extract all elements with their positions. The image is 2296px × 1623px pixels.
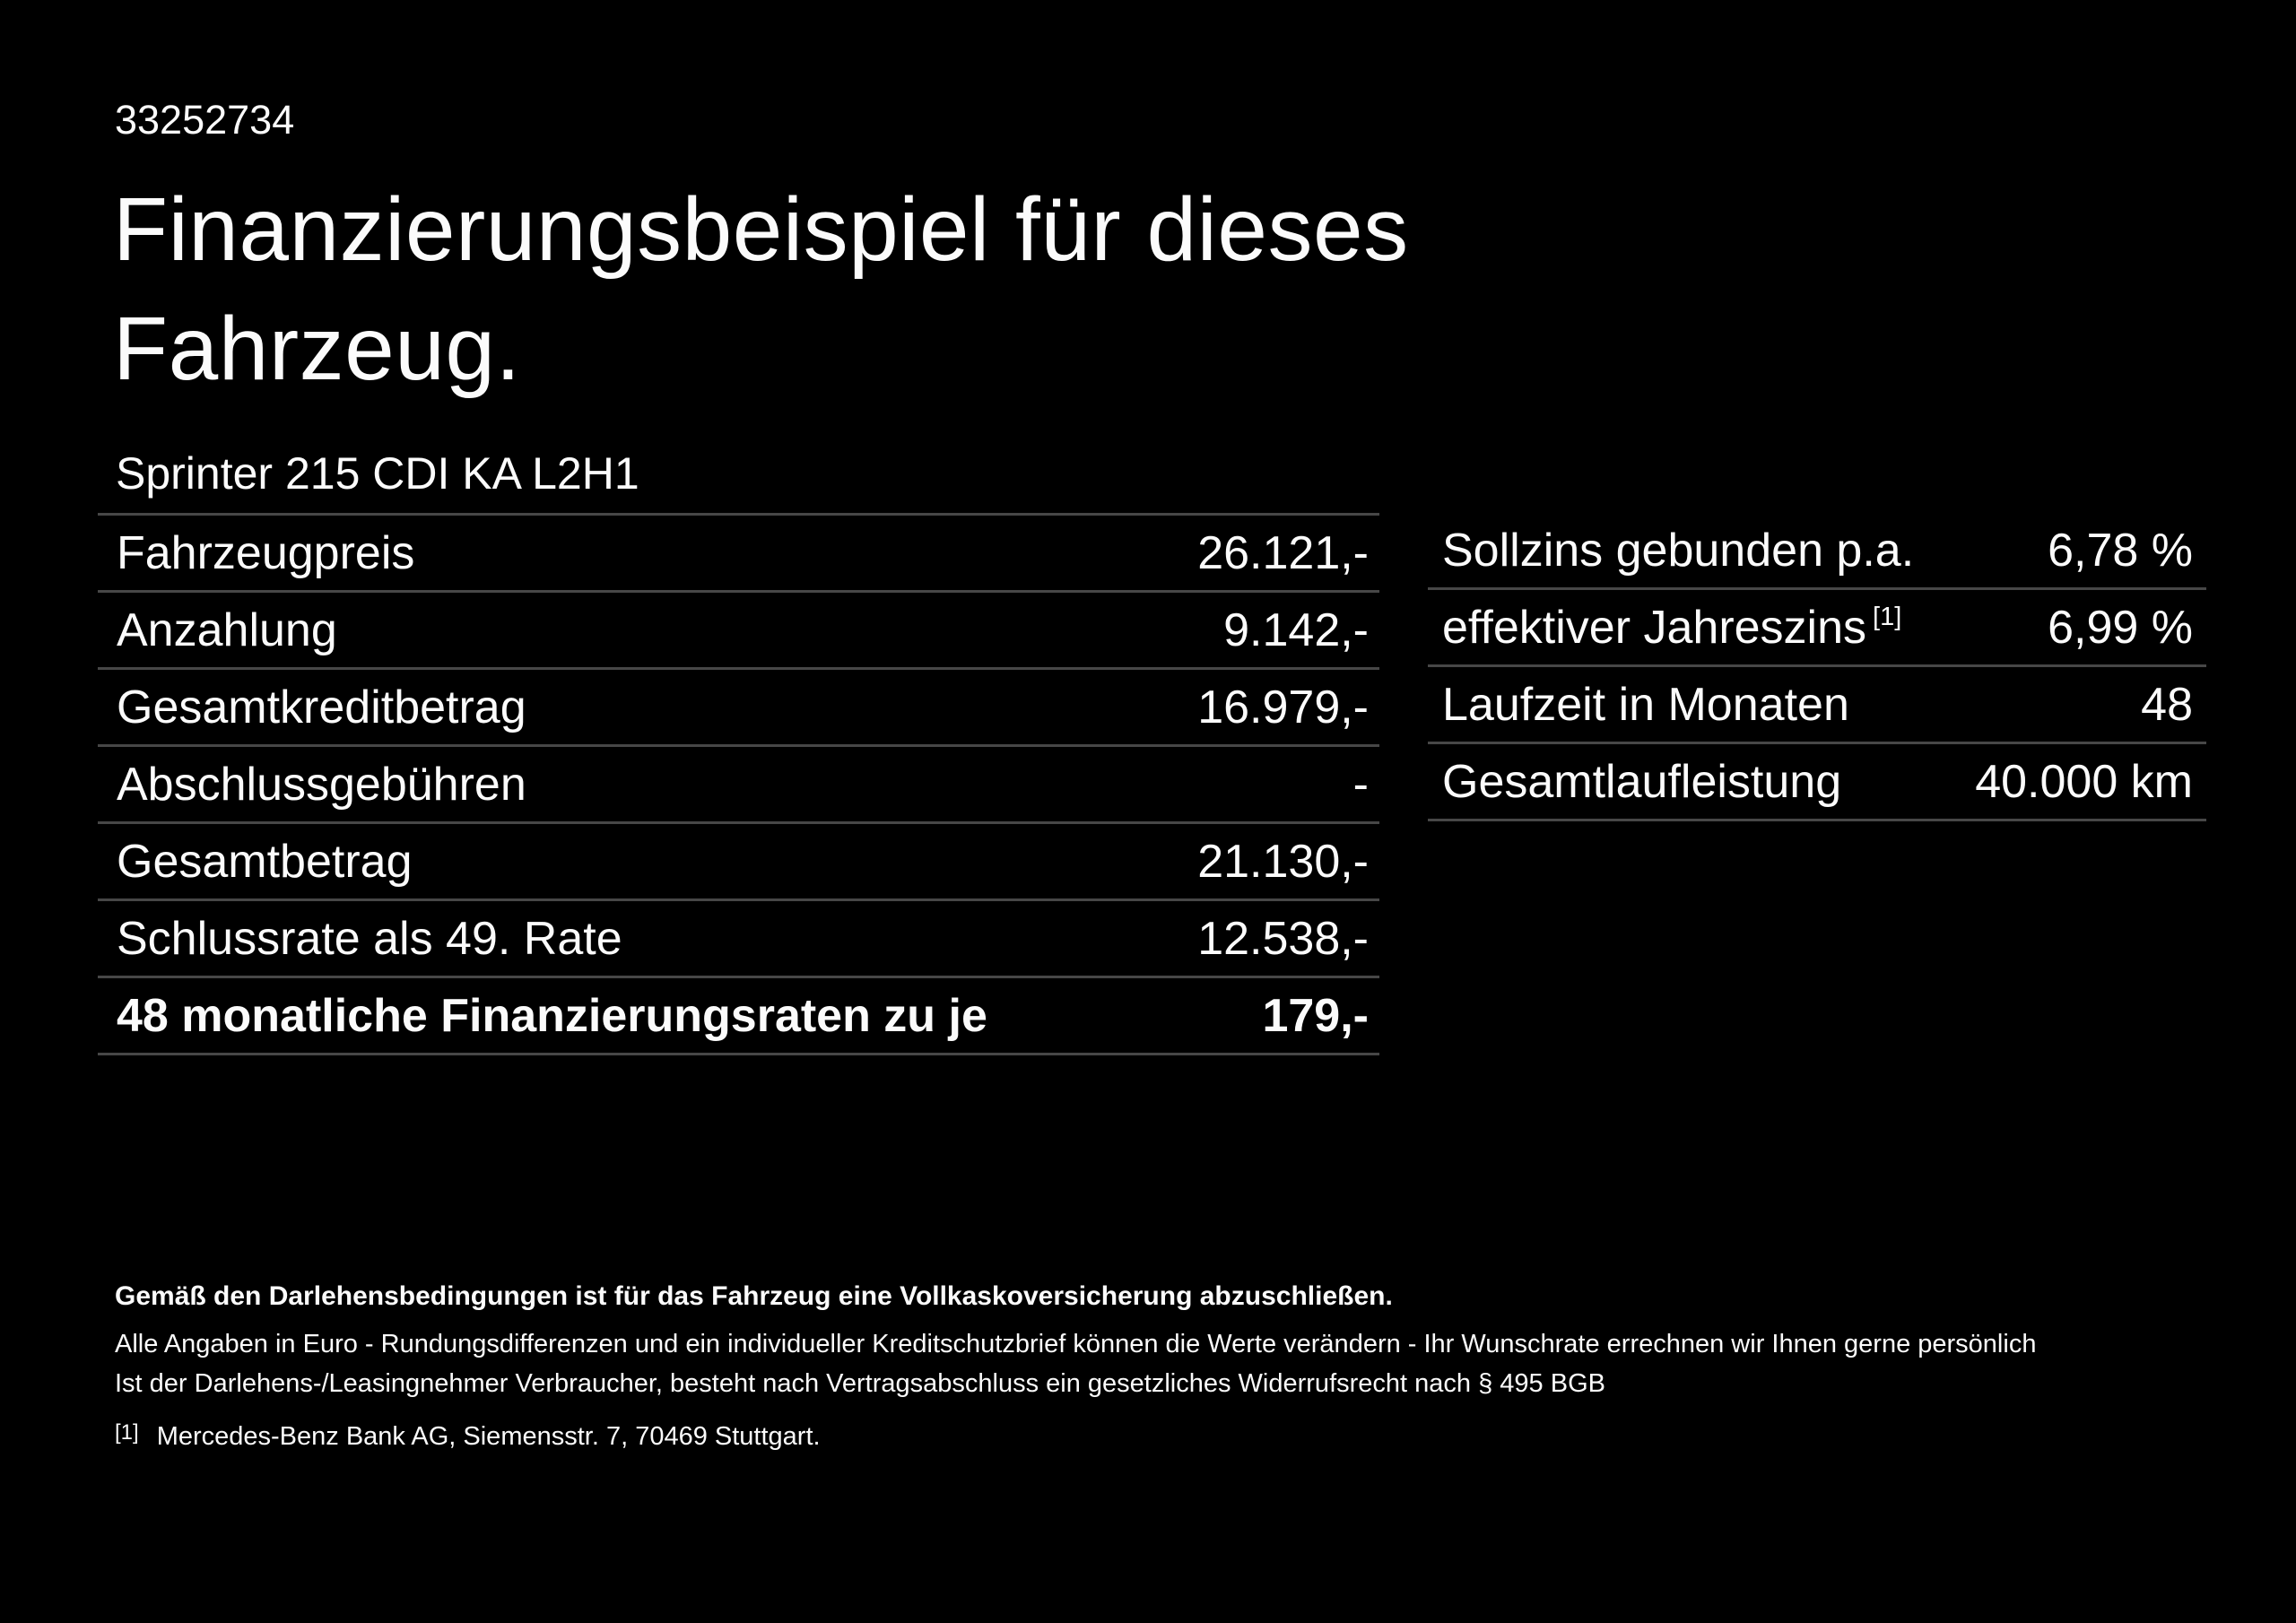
row-label: Fahrzeugpreis: [117, 526, 415, 579]
row-label: Anzahlung: [117, 603, 337, 656]
page-title: Finanzierungsbeispiel für dieses Fahrzeu…: [113, 170, 1409, 409]
row-label: Schlussrate als 49. Rate: [117, 912, 622, 965]
table-row-gesamtbetrag: Gesamtbetrag 21.130,-: [98, 824, 1379, 901]
footnote-reference-superscript: [1]: [1873, 602, 1902, 631]
financing-cost-table: Fahrzeugpreis 26.121,- Anzahlung 9.142,-…: [98, 513, 1379, 1055]
table-row-abschlussgebuehren: Abschlussgebühren -: [98, 747, 1379, 824]
bank-reference-footnote: [1] Mercedes-Benz Bank AG, Siemensstr. 7,…: [115, 1420, 821, 1454]
row-value: 16.979,-: [1197, 681, 1369, 733]
footnote-marker: [1]: [115, 1420, 139, 1445]
row-label: Gesamtkreditbetrag: [117, 681, 526, 733]
page-title-line2: Fahrzeug.: [113, 299, 521, 399]
vehicle-name: Sprinter 215 CDI KA L2H1: [116, 448, 639, 499]
row-value: -: [1352, 758, 1369, 811]
row-value: 40.000 km: [1975, 755, 2193, 808]
row-value: 9.142,-: [1223, 603, 1369, 656]
row-value: 6,99 %: [2048, 601, 2193, 654]
row-label: Gesamtlaufleistung: [1442, 755, 1842, 808]
disclaimer-line-2: Ist der Darlehens-/Leasingnehmer Verbrau…: [115, 1369, 1605, 1398]
table-row-effektiver-jahreszins: effektiver Jahreszins [1] 6,99 %: [1428, 590, 2206, 667]
row-value: 179,-: [1262, 989, 1369, 1042]
table-row-anzahlung: Anzahlung 9.142,-: [98, 593, 1379, 670]
table-row-schlussrate: Schlussrate als 49. Rate 12.538,-: [98, 901, 1379, 978]
row-label: effektiver Jahreszins [1]: [1442, 601, 1902, 654]
table-row-gesamtkreditbetrag: Gesamtkreditbetrag 16.979,-: [98, 670, 1379, 747]
row-value: 12.538,-: [1197, 912, 1369, 965]
footnote-text: Mercedes-Benz Bank AG, Siemensstr. 7, 70…: [156, 1422, 821, 1451]
row-value: 26.121,-: [1197, 526, 1369, 579]
row-label: Gesamtbetrag: [117, 835, 413, 888]
vehicle-id-number: 33252734: [115, 97, 295, 143]
row-label: 48 monatliche Finanzierungsraten zu je: [117, 989, 987, 1042]
row-label: Laufzeit in Monaten: [1442, 678, 1849, 731]
table-row-monatsrate: 48 monatliche Finanzierungsraten zu je 1…: [98, 978, 1379, 1055]
table-row-gesamtlaufleistung: Gesamtlaufleistung 40.000 km: [1428, 744, 2206, 821]
row-value: 6,78 %: [2048, 524, 2193, 577]
insurance-requirement-note: Gemäß den Darlehensbedingungen ist für d…: [115, 1281, 1393, 1311]
row-value: 48: [2141, 678, 2193, 731]
financing-conditions-table: Sollzins gebunden p.a. 6,78 % effektiver…: [1428, 513, 2206, 821]
row-label: Abschlussgebühren: [117, 758, 526, 811]
page-title-line1: Finanzierungsbeispiel für dieses: [113, 179, 1409, 280]
row-label: Sollzins gebunden p.a.: [1442, 524, 1915, 577]
disclaimer-line-1: Alle Angaben in Euro - Rundungsdifferenz…: [115, 1330, 2037, 1358]
row-value: 21.130,-: [1197, 835, 1369, 888]
table-row-sollzins: Sollzins gebunden p.a. 6,78 %: [1428, 513, 2206, 590]
table-row-fahrzeugpreis: Fahrzeugpreis 26.121,-: [98, 516, 1379, 593]
table-row-laufzeit: Laufzeit in Monaten 48: [1428, 667, 2206, 744]
